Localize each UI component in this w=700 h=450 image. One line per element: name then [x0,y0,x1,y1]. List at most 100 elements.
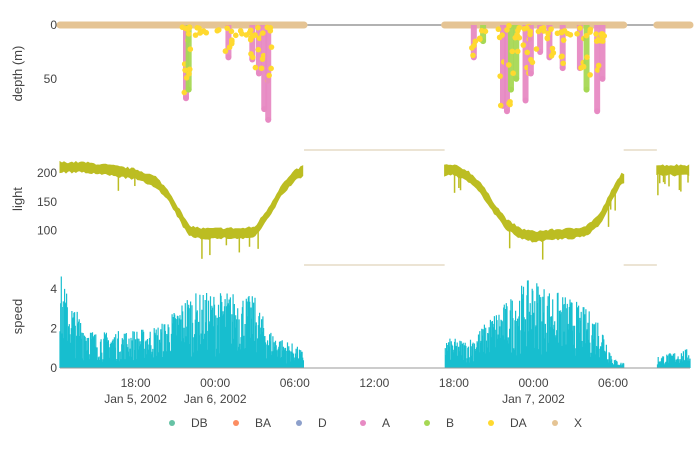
dive-17 [558,25,567,72]
dive-point-11-0 [506,22,512,29]
dive-column-13 [522,25,529,101]
dive-column-11 [507,25,514,90]
dive-12 [509,25,523,82]
surface-point-0-6 [243,32,250,38]
x-axis: 18:00 Jan 5, 2002 00:00 Jan 6, 2002 06:00 12:… [104,376,628,406]
dive-point-19-1 [584,54,590,60]
legend-item-b: B [424,416,454,430]
x-tick-3: 12:00 [359,376,389,390]
surface-point-0-19 [192,32,199,38]
legend-label-b: B [446,416,454,430]
legend-item-ba: BA [233,416,271,430]
y-tick-speed-2: 4 [50,282,57,296]
dive-column-14 [527,25,534,74]
dive-9 [496,25,507,109]
dive-point-7-3 [469,45,475,51]
panel-speed: 0 2 4 speed [10,264,691,375]
legend-item-x: X [552,416,582,430]
light-band-1 [444,164,625,243]
surface-point-1-14 [516,25,522,31]
surface-point-1-12 [527,28,534,35]
dive-19 [580,25,593,93]
dive-bottom-point-0 [183,95,189,102]
dive-column-1 [185,25,192,90]
x-tick-5: 00:00 [518,376,548,390]
x-tick-date-0: Jan 5, 2002 [104,392,167,406]
surface-point-0-25 [267,25,274,31]
legend-label-ba: BA [255,416,271,430]
dive-bottom-point-20 [594,108,601,115]
x-tick-1: 00:00 [200,376,230,390]
dive-11 [504,22,514,93]
dive-bottom-point-14 [527,70,534,77]
surface-point-0-24 [228,28,235,35]
legend-item-d: D [296,416,327,430]
surface-point-1-27 [548,26,554,32]
dive-point-6-0 [266,72,272,79]
dive-16 [544,25,557,61]
dive-6 [265,25,275,123]
surface-point-0-23 [203,29,210,36]
surface-point-0-3 [260,30,266,36]
dive-point-19-0 [580,63,587,70]
dive-1 [182,25,194,93]
dive-point-11-1 [504,27,510,33]
dive-point-14-2 [528,56,534,63]
dive-bottom-point-11 [507,86,514,93]
dive-20 [593,25,603,115]
legend-item-da: DA [488,416,527,430]
surface-point-1-18 [495,26,502,33]
speed-trace [59,276,691,368]
dive-point-12-4 [509,48,516,55]
dive-bottom-point-12 [513,75,520,82]
dive-4 [252,24,266,77]
dive-8 [476,25,489,45]
dive-column-6 [265,25,272,120]
dive-point-17-1 [560,37,567,43]
dive-point-12-0 [514,48,521,55]
y-label-speed: speed [10,299,25,334]
surface-point-1-11 [583,32,590,39]
dive-point-2-1 [222,48,229,54]
surface-point-0-17 [184,26,191,32]
dive-bottom-point-1 [185,86,192,93]
dive-point-1-1 [186,66,193,73]
surface-point-0-27 [179,24,186,31]
dive-point-16-4 [544,35,551,41]
legend-item-a: A [360,416,390,430]
dive-point-12-3 [510,70,516,76]
dive-point-4-4 [255,24,261,31]
dive-point-4-1 [256,35,263,42]
dive-column-21 [599,25,606,79]
dive-point-11-2 [505,62,512,68]
x-tick-4: 18:00 [439,376,469,390]
y-label-depth: depth (m) [10,46,25,102]
surface-point-1-7 [535,28,542,35]
legend-label-db: DB [191,416,208,430]
y-tick-light-0: 100 [37,224,57,238]
surface-point-1-24 [587,26,594,33]
y-tick-light-2: 200 [37,166,57,180]
surface-point-1-15 [514,31,520,38]
dive-point-8-1 [482,28,489,35]
surface-point-1-8 [545,30,551,37]
legend-marker-db [169,420,175,426]
dive-point-4-2 [255,46,262,53]
dive-point-16-3 [549,45,556,52]
legend-marker-a [360,420,366,426]
dive-point-21-0 [595,62,602,69]
surface-point-0-10 [232,32,239,39]
y-tick-light-1: 150 [37,195,57,209]
dive-point-1-2 [183,75,190,81]
dive-point-6-2 [268,65,274,72]
x-tick-date-5: Jan 7, 2002 [502,392,565,406]
surface-point-1-20 [593,31,599,37]
x-tick-6: 06:00 [598,376,628,390]
dive-point-3-4 [249,54,256,61]
dive-point-17-3 [559,53,565,60]
surface-point-0-21 [197,29,204,36]
surface-point-0-18 [250,32,257,39]
x-tick-2: 06:00 [280,376,310,390]
